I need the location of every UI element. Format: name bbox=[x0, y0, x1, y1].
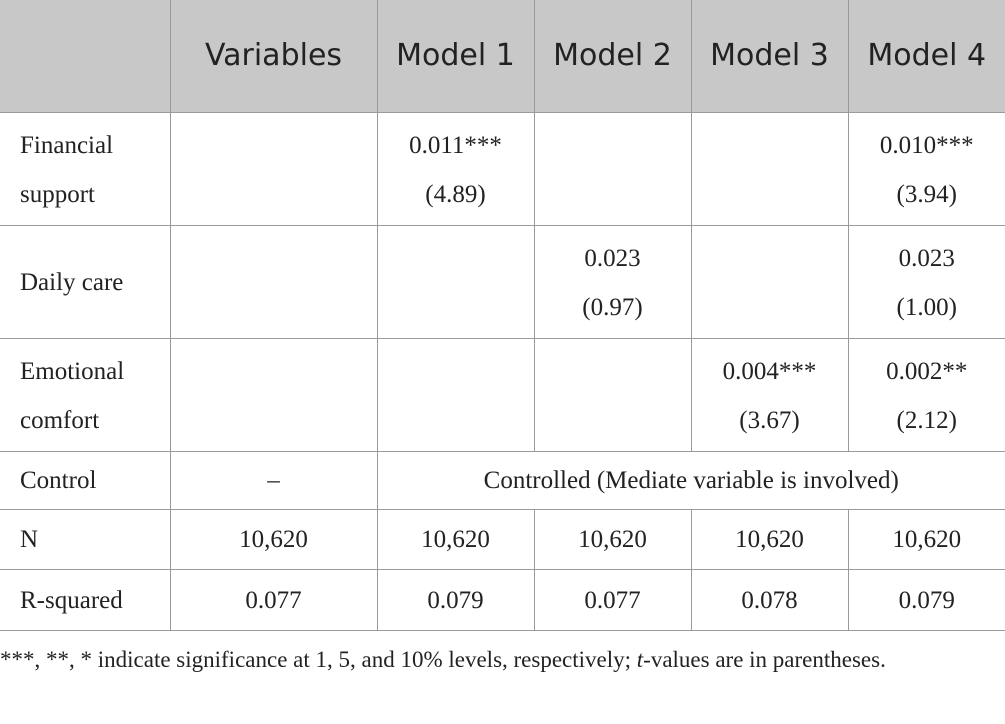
header-cell: Variables bbox=[169, 0, 378, 113]
footnote-text: ***, **, * indicate significance at 1, 5… bbox=[0, 647, 637, 672]
table-cell: Control bbox=[0, 451, 171, 510]
cell-text: Control bbox=[20, 467, 97, 494]
table-cell: 0.078 bbox=[690, 569, 849, 631]
cell-text: 0.010*** bbox=[879, 132, 974, 159]
cell-text: comfort bbox=[20, 407, 100, 434]
header-cell: Model 3 bbox=[690, 0, 849, 113]
cell-text: Financial bbox=[20, 132, 114, 159]
cell-text: 10,620 bbox=[421, 526, 490, 553]
footnote-italic: t bbox=[636, 647, 644, 672]
cell-text: 0.011*** bbox=[409, 132, 502, 159]
table-cell: 10,620 bbox=[690, 509, 849, 570]
table-cell: 10,620 bbox=[376, 509, 535, 570]
cell-text: 10,620 bbox=[892, 526, 962, 553]
table-cell: 0.079 bbox=[847, 569, 1005, 631]
cell-text: 0.077 bbox=[584, 586, 641, 614]
header-row: Variables Model 1 Model 2 Model 3 Model 4 bbox=[0, 0, 1005, 113]
table-cell: 10,620 bbox=[533, 509, 692, 570]
cell-text: 10,620 bbox=[578, 526, 647, 553]
table-cell: 0.010*** (3.94) bbox=[847, 112, 1005, 226]
table-cell: Controlled (Mediate variable is involved… bbox=[376, 451, 1005, 510]
cell-text: support bbox=[20, 181, 95, 208]
table-cell bbox=[690, 112, 849, 226]
results-table: Variables Model 1 Model 2 Model 3 Model 4 Fi… bbox=[0, 0, 1005, 631]
cell-text: 0.077 bbox=[245, 586, 302, 614]
table-cell bbox=[533, 338, 692, 452]
table-cell: Financial support bbox=[0, 112, 171, 226]
table-cell bbox=[169, 225, 378, 339]
table-row: Daily care 0.023 (0.97) 0.023 (1.00) bbox=[0, 225, 1005, 339]
table-cell bbox=[169, 112, 378, 226]
footnote-text: -values are in parentheses. bbox=[643, 647, 886, 672]
table-row: R-squared 0.077 0.079 0.077 0.078 0.079 bbox=[0, 569, 1005, 631]
table-cell: Emotional comfort bbox=[0, 338, 171, 452]
table-cell: 0.004*** (3.67) bbox=[690, 338, 849, 452]
table-cell: 0.002** (2.12) bbox=[847, 338, 1005, 452]
table-cell: N bbox=[0, 509, 171, 570]
cell-text: Daily care bbox=[20, 268, 124, 296]
header-cell: Model 2 bbox=[533, 0, 692, 113]
table-row: Control – Controlled (Mediate variable is … bbox=[0, 451, 1005, 510]
table-body: Financial support 0.011*** (4.89) 0.010*** (3… bbox=[0, 112, 1005, 631]
cell-text: (1.00) bbox=[896, 294, 957, 321]
cell-text: 0.023 bbox=[584, 245, 641, 272]
header-cell bbox=[0, 0, 171, 113]
cell-text: – bbox=[267, 467, 280, 494]
cell-text: 0.002** bbox=[886, 358, 968, 385]
table-cell: 0.011*** (4.89) bbox=[376, 112, 535, 226]
cell-text: 0.004*** bbox=[722, 358, 817, 385]
cell-text: (0.97) bbox=[582, 294, 643, 321]
cell-text: (3.67) bbox=[739, 407, 800, 434]
cell-text: Controlled (Mediate variable is involved… bbox=[483, 467, 899, 494]
table-cell: 0.079 bbox=[376, 569, 535, 631]
table-cell bbox=[376, 225, 535, 339]
footnote: ***, **, * indicate significance at 1, 5… bbox=[0, 641, 1005, 678]
table-row: Emotional comfort 0.004*** (3.67) 0.002** (2.… bbox=[0, 338, 1005, 452]
table-cell bbox=[376, 338, 535, 452]
cell-text: 0.079 bbox=[427, 586, 484, 614]
cell-text: 0.078 bbox=[741, 586, 798, 614]
table-row: N 10,620 10,620 10,620 10,620 10,620 bbox=[0, 509, 1005, 570]
table-cell bbox=[169, 338, 378, 452]
cell-text: Emotional bbox=[20, 358, 125, 385]
cell-text: 10,620 bbox=[735, 526, 804, 553]
table-cell bbox=[533, 112, 692, 226]
table-cell: 0.077 bbox=[169, 569, 378, 631]
table-cell: – bbox=[169, 451, 378, 510]
table-cell: 0.023 (1.00) bbox=[847, 225, 1005, 339]
table-cell: 10,620 bbox=[847, 509, 1005, 570]
cell-text: (3.94) bbox=[896, 181, 957, 208]
cell-text: (2.12) bbox=[896, 407, 957, 434]
table-cell: 0.023 (0.97) bbox=[533, 225, 692, 339]
table-cell: 10,620 bbox=[169, 509, 378, 570]
cell-text: 0.079 bbox=[898, 586, 955, 614]
table-cell: R-squared bbox=[0, 569, 171, 631]
table-cell: 0.077 bbox=[533, 569, 692, 631]
table-cell bbox=[690, 225, 849, 339]
table-cell: Daily care bbox=[0, 225, 171, 339]
cell-text: 10,620 bbox=[239, 526, 308, 553]
cell-text: R-squared bbox=[20, 586, 123, 614]
header-cell: Model 1 bbox=[376, 0, 535, 113]
table-row: Financial support 0.011*** (4.89) 0.010*** (3… bbox=[0, 112, 1005, 226]
cell-text: (4.89) bbox=[425, 181, 486, 208]
cell-text: 0.023 bbox=[898, 245, 955, 272]
cell-text: N bbox=[20, 526, 39, 553]
header-cell: Model 4 bbox=[847, 0, 1005, 113]
